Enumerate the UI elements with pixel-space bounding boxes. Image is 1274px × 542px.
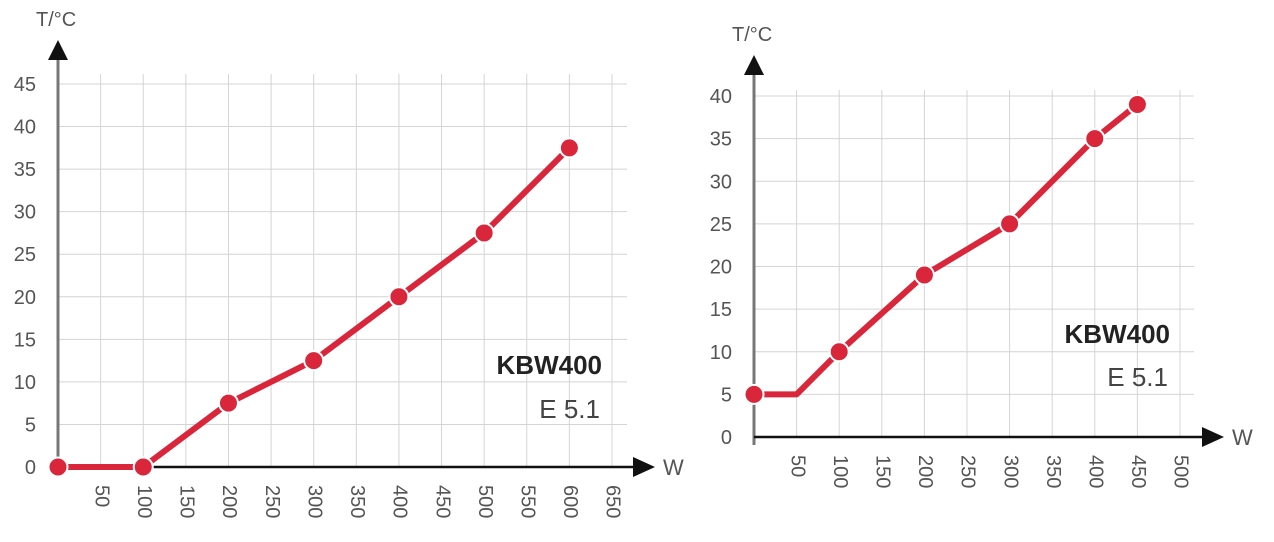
data-point xyxy=(473,222,495,244)
chart-left-subtitle: E 5.1 xyxy=(539,394,600,424)
x-tick-label: 400 xyxy=(389,485,411,518)
x-tick-label: 50 xyxy=(90,485,112,507)
x-tick-label: 550 xyxy=(516,485,538,518)
data-point xyxy=(132,456,154,478)
x-tick-label: 450 xyxy=(431,485,453,518)
x-tick-label: 300 xyxy=(999,455,1021,488)
chart-left-plot: 0 5 10 15 20 25 30 35 40 45 50 100 150 200 250 300 350 40… xyxy=(14,9,684,518)
y-tick-label: 0 xyxy=(721,427,732,449)
chart-left-title: KBW400 xyxy=(496,350,602,380)
x-tick-label: 50 xyxy=(786,455,808,477)
y-tick-label: 10 xyxy=(14,372,36,394)
data-point xyxy=(828,341,850,363)
x-tick-label: 350 xyxy=(1042,455,1064,488)
y-tick-label: 35 xyxy=(710,129,732,151)
y-axis-arrow-icon xyxy=(48,40,68,60)
x-tick-label: 350 xyxy=(346,485,368,518)
data-point xyxy=(999,213,1021,235)
chart-right: 0 5 10 15 20 25 30 35 40 50 100 150 200 250 300 350 400 4… xyxy=(690,0,1274,542)
x-tick-label: 200 xyxy=(218,485,240,518)
x-tick-label: 150 xyxy=(872,455,894,488)
x-tick-label: 300 xyxy=(303,485,325,518)
y-tick-label: 20 xyxy=(14,287,36,309)
y-tick-label: 15 xyxy=(14,329,36,351)
y-tick-label: 5 xyxy=(721,384,732,406)
x-tick-label: 200 xyxy=(914,455,936,488)
y-axis-arrow-icon xyxy=(744,55,764,75)
chart-right-plot: 0 5 10 15 20 25 30 35 40 50 100 150 200 250 300 350 400 4… xyxy=(710,24,1253,488)
x-tick-label: 450 xyxy=(1127,455,1149,488)
y-tick-label: 0 xyxy=(25,457,36,479)
data-point xyxy=(558,137,580,159)
x-tick-label: 600 xyxy=(559,485,581,518)
x-axis-arrow-icon xyxy=(633,457,655,477)
x-axis-label: W xyxy=(663,455,684,480)
x-axis-label: W xyxy=(1232,425,1253,450)
chart-right-subtitle: E 5.1 xyxy=(1107,362,1168,392)
x-tick-label: 100 xyxy=(133,485,155,518)
data-point xyxy=(303,350,325,372)
y-axis-label: T/°C xyxy=(732,24,772,46)
y-tick-label: 25 xyxy=(710,214,732,236)
chart-left: 0 5 10 15 20 25 30 35 40 45 50 100 150 200 250 300 350 40… xyxy=(14,9,684,518)
data-point xyxy=(1126,94,1148,116)
y-tick-label: 5 xyxy=(25,414,36,436)
y-tick-label: 25 xyxy=(14,244,36,266)
x-tick-label: 650 xyxy=(602,485,624,518)
x-tick-label: 250 xyxy=(957,455,979,488)
x-tick-label: 400 xyxy=(1085,455,1107,488)
x-axis-arrow-icon xyxy=(1202,427,1224,447)
data-point xyxy=(1084,128,1106,150)
y-tick-label: 30 xyxy=(14,202,36,224)
chart-right-title: KBW400 xyxy=(1064,319,1170,349)
y-tick-label: 45 xyxy=(14,74,36,96)
data-point xyxy=(743,383,765,405)
y-tick-label: 10 xyxy=(710,342,732,364)
y-tick-label: 35 xyxy=(14,159,36,181)
data-point xyxy=(913,264,935,286)
x-tick-label: 500 xyxy=(1170,455,1192,488)
data-point xyxy=(388,286,410,308)
y-tick-label: 40 xyxy=(14,117,36,139)
x-tick-label: 150 xyxy=(176,485,198,518)
x-tick-label: 250 xyxy=(261,485,283,518)
data-point xyxy=(217,392,239,414)
x-tick-label: 500 xyxy=(474,485,496,518)
y-tick-label: 40 xyxy=(710,86,732,108)
y-tick-label: 30 xyxy=(710,171,732,193)
x-tick-label: 100 xyxy=(829,455,851,488)
data-point xyxy=(47,456,69,478)
y-axis-label: T/°C xyxy=(36,9,76,31)
y-tick-label: 20 xyxy=(710,257,732,279)
series-line xyxy=(751,101,1141,398)
y-tick-label: 15 xyxy=(710,299,732,321)
